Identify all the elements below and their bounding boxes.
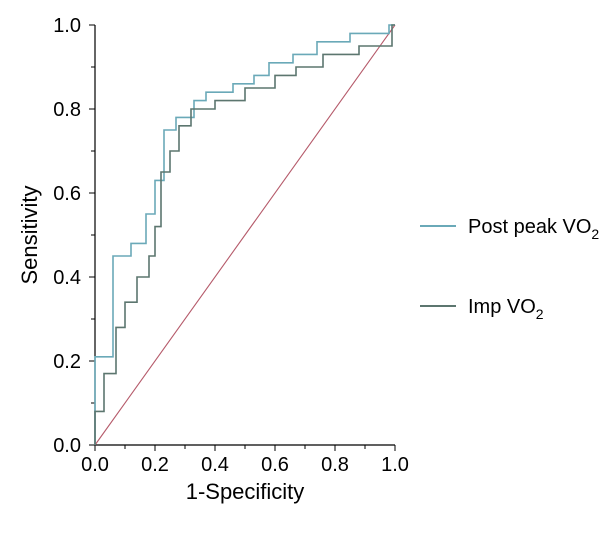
x-axis-label: 1-Specificity	[186, 479, 305, 504]
roc-chart-svg: 0.0 0.2 0.4 0.6 0.8 1.0 0.0 0.2 0.4 0.6 0.8 1.0 1-Sp…	[0, 0, 614, 537]
x-tick-label: 0.2	[141, 454, 169, 476]
y-tick-label: 0.2	[53, 351, 81, 373]
y-tick-label: 0.6	[53, 183, 81, 205]
x-tick-label: 1.0	[381, 454, 409, 476]
x-tick-label: 0.0	[81, 454, 109, 476]
y-tick-label: 0.0	[53, 435, 81, 457]
x-tick-label: 0.4	[201, 454, 229, 476]
y-tick-label: 1.0	[53, 15, 81, 37]
x-tick-label: 0.6	[261, 454, 289, 476]
y-axis-label: Sensitivity	[17, 185, 42, 284]
y-tick-label: 0.4	[53, 267, 81, 289]
roc-chart: 0.0 0.2 0.4 0.6 0.8 1.0 0.0 0.2 0.4 0.6 0.8 1.0 1-Sp…	[0, 0, 614, 537]
x-tick-label: 0.8	[321, 454, 349, 476]
y-tick-label: 0.8	[53, 99, 81, 121]
